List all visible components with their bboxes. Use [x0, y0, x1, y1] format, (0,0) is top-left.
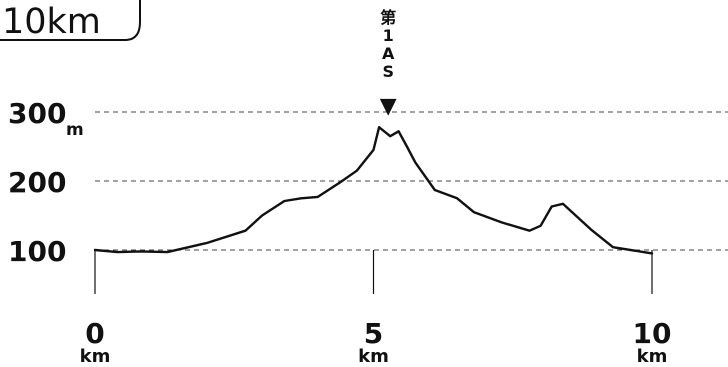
- elevation-line-0: [93, 125, 654, 255]
- x-tick-label-0: 0: [85, 317, 104, 350]
- badge-text: 10km: [2, 2, 101, 42]
- badge-outline: [0, 0, 141, 41]
- x-unit-label-0: km: [80, 346, 111, 367]
- annotation-marker-triangle: ▼: [380, 94, 397, 119]
- x-tick-label-10: 10: [633, 317, 672, 350]
- distance-badge: 10km: [0, 0, 141, 42]
- y-tick-label-300: 300: [8, 97, 66, 130]
- x-tick-label-5: 5: [364, 317, 383, 350]
- x-unit-label-5: km: [358, 346, 389, 367]
- annotation-label-line-2: A: [382, 44, 395, 63]
- x-unit-label-10: km: [637, 346, 668, 367]
- y-tick-label-200: 200: [8, 166, 66, 199]
- annotation-label-line-3: S: [382, 62, 394, 81]
- annotation-label-line-1: 1: [383, 26, 394, 45]
- annotation-label-line-0: 第: [380, 8, 396, 27]
- y-unit-label: m: [66, 120, 84, 140]
- y-tick-label-100: 100: [8, 235, 66, 268]
